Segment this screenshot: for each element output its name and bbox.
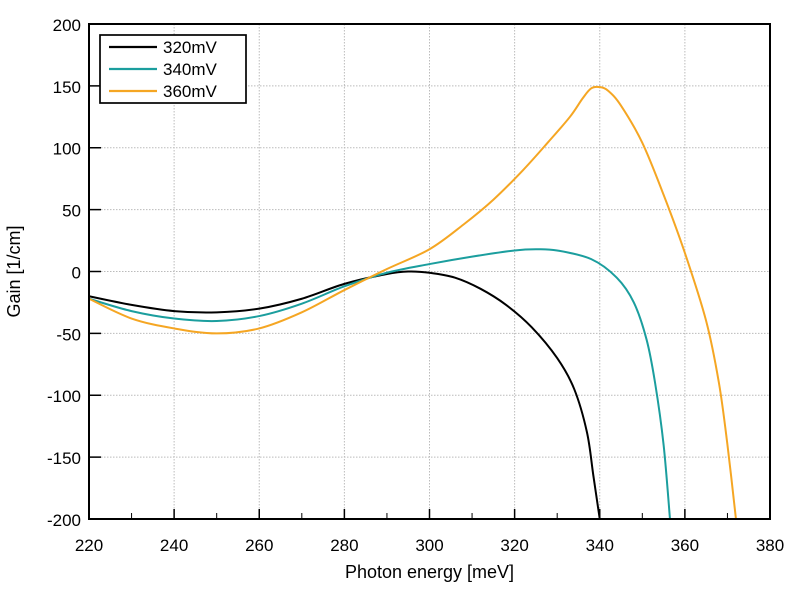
svg-text:-200: -200 (47, 511, 81, 530)
svg-text:340mV: 340mV (163, 60, 218, 79)
svg-text:380: 380 (756, 536, 784, 555)
svg-text:320: 320 (500, 536, 528, 555)
svg-text:-100: -100 (47, 387, 81, 406)
svg-text:300: 300 (415, 536, 443, 555)
svg-text:200: 200 (53, 16, 81, 35)
svg-text:150: 150 (53, 78, 81, 97)
svg-text:360mV: 360mV (163, 82, 218, 101)
svg-text:Photon energy [meV]: Photon energy [meV] (345, 562, 514, 582)
svg-text:0: 0 (72, 264, 81, 283)
svg-text:260: 260 (245, 536, 273, 555)
svg-text:360: 360 (671, 536, 699, 555)
svg-text:-50: -50 (56, 325, 81, 344)
svg-text:320mV: 320mV (163, 38, 218, 57)
svg-text:100: 100 (53, 140, 81, 159)
svg-text:50: 50 (62, 202, 81, 221)
svg-text:340: 340 (586, 536, 614, 555)
svg-text:220: 220 (75, 536, 103, 555)
svg-text:Gain [1/cm]: Gain [1/cm] (4, 225, 24, 317)
svg-text:280: 280 (330, 536, 358, 555)
svg-text:240: 240 (160, 536, 188, 555)
svg-text:-150: -150 (47, 449, 81, 468)
